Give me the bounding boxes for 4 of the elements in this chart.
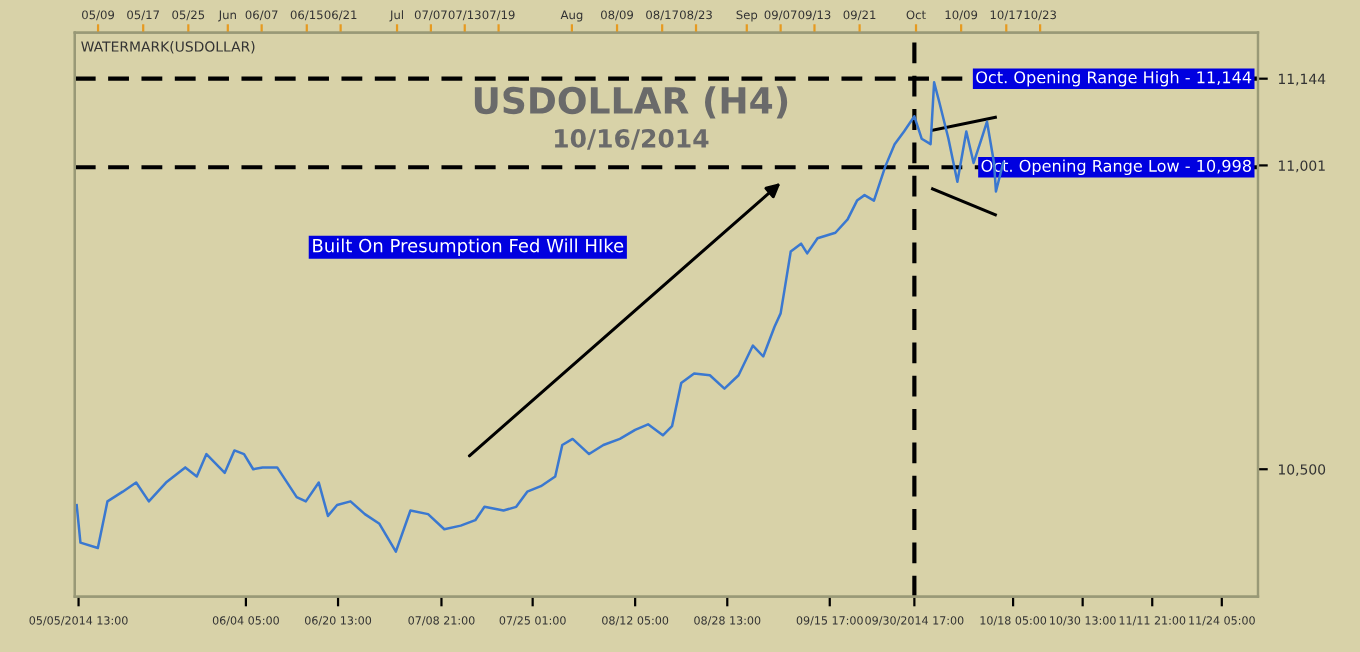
text: 10/16/2014	[555, 128, 709, 150]
text: USDOLLAR (H4)	[474, 86, 788, 119]
ref-line-label: Oct. Opening Range High - 11,144	[976, 70, 1252, 87]
annotation: Built On Presumption Fed Will HIke	[313, 238, 624, 256]
